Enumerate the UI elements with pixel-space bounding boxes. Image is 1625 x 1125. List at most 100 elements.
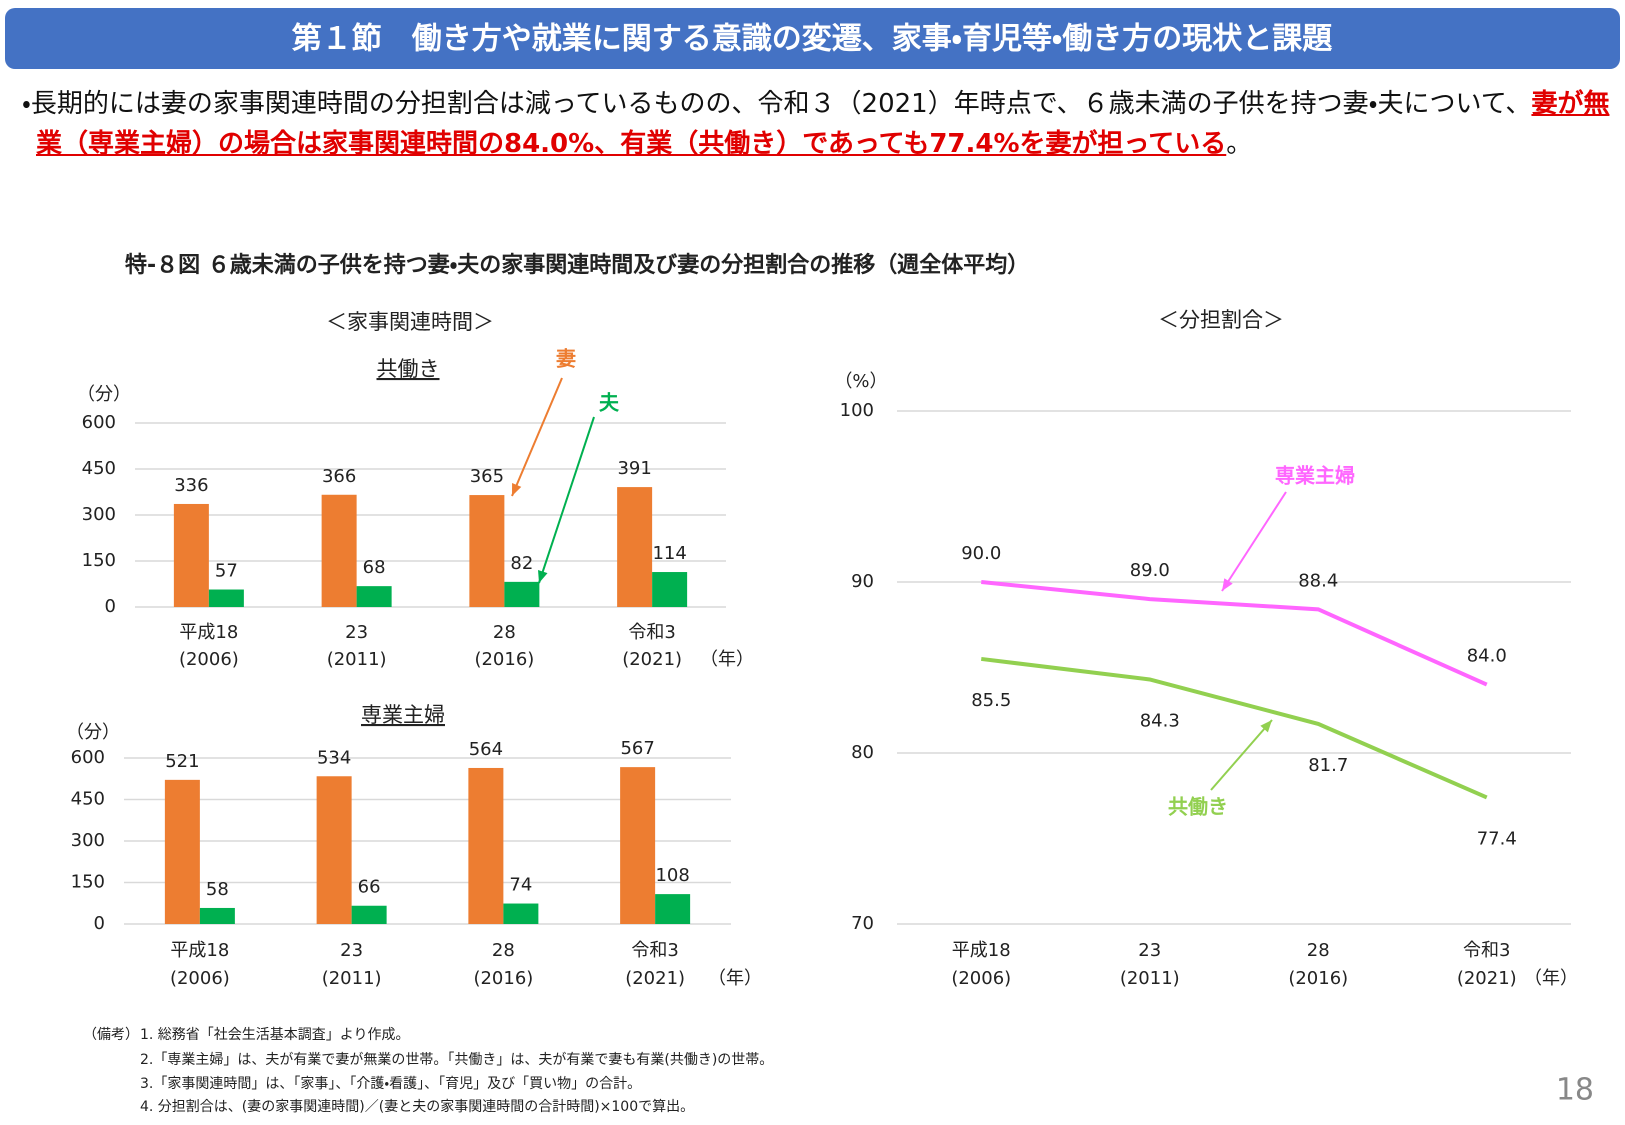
summary-text: 。	[1226, 129, 1253, 159]
callout-arrowhead	[538, 570, 548, 583]
bar	[652, 572, 688, 607]
callout-arrow	[1210, 719, 1273, 791]
series-callout: 専業主婦	[1275, 464, 1355, 488]
note: 1. 総務省「社会生活基本調査」より作成。	[140, 1026, 410, 1043]
data-label: 534	[317, 747, 351, 768]
data-label: 108	[655, 865, 689, 886]
x-tick-label: (2016)	[1288, 968, 1348, 989]
x-tick-label: (2006)	[951, 968, 1011, 989]
summary-text: ・長期的には妻の家事関連時間の分担割合は減っているものの、令和３（2021）年時…	[22, 89, 1532, 119]
series-callout: 妻	[556, 347, 576, 371]
page-number: 18	[1556, 1073, 1594, 1108]
summary-highlight: 妻が無業（専業主婦）の場合は家事関連時間の84.0%、有業（共働き）であっても7…	[36, 89, 1610, 159]
callout-arrow	[511, 377, 563, 497]
data-label: 521	[165, 751, 199, 772]
data-label: 89.0	[1130, 560, 1170, 581]
y-tick-label: 100	[840, 400, 874, 421]
chart-title: 専業主婦	[361, 703, 445, 727]
series-callout: 共働き	[1168, 795, 1228, 819]
bar	[655, 894, 691, 924]
data-label: 84.0	[1467, 646, 1507, 667]
bar	[617, 487, 653, 607]
bar	[199, 907, 235, 924]
callout-arrowhead	[1260, 720, 1272, 733]
y-axis-unit: （%）	[834, 371, 887, 392]
x-tick-label: 28	[493, 622, 516, 643]
x-tick-label: (2011)	[322, 968, 382, 989]
summary: ・長期的には妻の家事関連時間の分担割合は減っているものの、令和３（2021）年時…	[22, 84, 1614, 164]
data-label: 365	[470, 466, 504, 487]
bar	[173, 503, 209, 607]
data-label: 114	[652, 543, 686, 564]
y-tick-label: 90	[851, 571, 874, 592]
data-label: 391	[617, 458, 651, 479]
data-label: 90.0	[961, 543, 1001, 564]
note: 2.「専業主婦」は、夫が有業で妻が無業の世帯。「共働き」は、夫が有業で妻も有業(…	[140, 1051, 773, 1068]
y-tick-label: 80	[851, 742, 874, 763]
bar	[208, 589, 244, 607]
x-tick-label: (2021)	[625, 968, 685, 989]
data-label: 84.3	[1140, 710, 1180, 731]
data-label: 58	[206, 879, 229, 900]
data-label: 57	[215, 561, 238, 582]
header-title: 第１節 働き方や就業に関する意識の変遷、家事・育児等・働き方の現状と課題	[292, 22, 1332, 57]
y-axis-unit: （分）	[77, 384, 131, 405]
x-tick-label: 平成18	[952, 940, 1011, 961]
y-tick-label: 0	[105, 596, 116, 617]
x-tick-label: (2011)	[327, 649, 387, 670]
x-axis-unit: （年）	[708, 968, 762, 989]
notes-label: （備考）	[83, 1027, 139, 1043]
data-label: 77.4	[1477, 828, 1517, 849]
panel-title: ＜家事関連時間＞	[326, 310, 494, 334]
bar	[356, 586, 392, 607]
y-tick-label: 450	[82, 458, 116, 479]
data-label: 74	[509, 875, 532, 896]
bar	[351, 905, 387, 924]
data-label: 567	[620, 738, 654, 759]
y-tick-label: 300	[71, 830, 105, 851]
x-tick-label: 平成18	[170, 940, 229, 961]
panel-title: ＜分担割合＞	[1158, 308, 1284, 332]
callout-arrowhead	[1222, 578, 1233, 591]
line	[981, 580, 1488, 687]
x-tick-label: (2011)	[1120, 968, 1180, 989]
callout-arrow	[538, 416, 595, 584]
x-tick-label: (2021)	[1457, 968, 1517, 989]
data-label: 336	[174, 475, 208, 496]
y-tick-label: 600	[82, 412, 116, 433]
x-tick-label: 23	[345, 622, 368, 643]
data-label: 88.4	[1298, 570, 1338, 591]
x-axis-unit: （年）	[1524, 968, 1578, 989]
bar	[468, 767, 504, 924]
data-label: 68	[363, 557, 386, 578]
data-label: 81.7	[1308, 755, 1348, 776]
y-tick-label: 150	[71, 872, 105, 893]
bar	[504, 581, 540, 607]
x-tick-label: (2021)	[622, 649, 682, 670]
x-tick-label: 令和3	[1463, 940, 1510, 961]
x-tick-label: 28	[1307, 940, 1330, 961]
note: 4. 分担割合は、(妻の家事関連時間)／(妻と夫の家事関連時間の合計時間)×10…	[140, 1098, 694, 1115]
y-tick-label: 600	[71, 747, 105, 768]
data-label: 85.5	[971, 690, 1011, 711]
note: 3.「家事関連時間」は、「家事」、「介護・看護」、「育児」及び「買い物」の合計。	[140, 1075, 641, 1092]
bar	[164, 779, 200, 924]
callout-arrowhead	[512, 483, 522, 496]
x-tick-label: 令和3	[628, 622, 675, 643]
chart-title: 共働き	[377, 357, 440, 381]
data-label: 82	[510, 553, 533, 574]
callout-arrow	[1221, 491, 1287, 592]
x-tick-label: 令和3	[631, 940, 678, 961]
x-tick-label: (2016)	[473, 968, 533, 989]
y-tick-label: 300	[82, 504, 116, 525]
bar	[321, 494, 357, 607]
x-tick-label: 28	[492, 940, 515, 961]
y-tick-label: 70	[851, 913, 874, 934]
x-tick-label: (2006)	[179, 649, 239, 670]
series-callout: 夫	[599, 391, 620, 415]
x-axis-unit: （年）	[700, 649, 754, 670]
y-tick-label: 150	[82, 550, 116, 571]
figure-title: 特-８図 ６歳未満の子供を持つ妻・夫の家事関連時間及び妻の分担割合の推移（週全体…	[125, 252, 1029, 278]
